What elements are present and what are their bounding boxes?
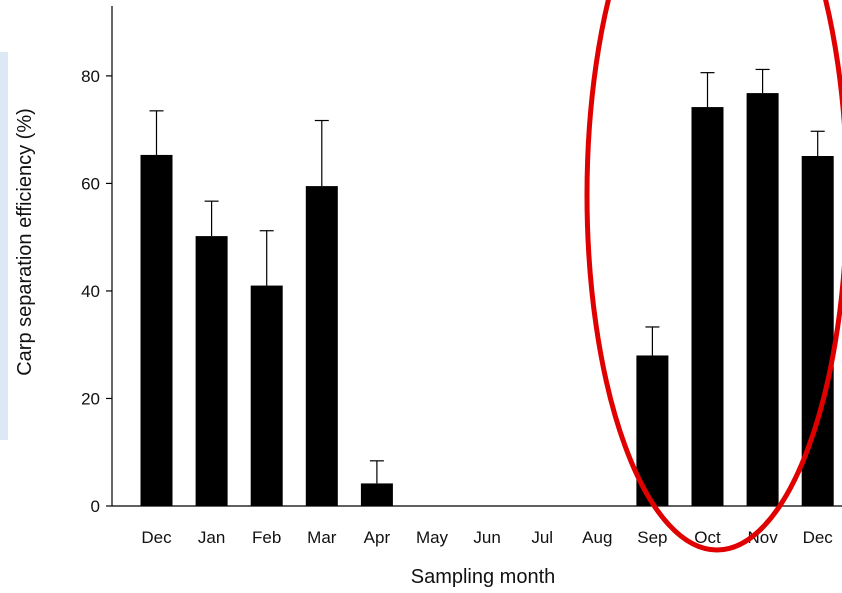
x-tick-label: Jun bbox=[473, 528, 500, 547]
x-tick-label: Oct bbox=[694, 528, 721, 547]
y-tick-label: 0 bbox=[91, 497, 100, 516]
bar bbox=[305, 186, 338, 506]
y-tick-labels: 0 20 40 60 80 bbox=[81, 67, 100, 516]
red-highlight-ellipse bbox=[584, 0, 842, 553]
bar bbox=[195, 236, 228, 506]
x-tick-label: Sep bbox=[637, 528, 667, 547]
bar bbox=[360, 483, 393, 506]
x-axis-label: Sampling month bbox=[411, 566, 556, 588]
x-tick-label: Jan bbox=[198, 528, 225, 547]
x-tick-label: May bbox=[416, 528, 449, 547]
left-edge-strip bbox=[0, 52, 8, 440]
bar bbox=[250, 285, 283, 506]
y-tick-label: 80 bbox=[81, 67, 100, 86]
y-tick-label: 40 bbox=[81, 282, 100, 301]
y-axis bbox=[106, 6, 113, 507]
x-tick-label: Feb bbox=[252, 528, 281, 547]
x-tick-label: Apr bbox=[364, 528, 391, 547]
bar bbox=[140, 154, 173, 506]
y-tick-label: 60 bbox=[81, 174, 100, 193]
x-tick-label: Dec bbox=[141, 528, 172, 547]
bar bbox=[746, 93, 779, 506]
bar bbox=[691, 107, 724, 507]
x-tick-label: Mar bbox=[307, 528, 337, 547]
x-tick-label: Jul bbox=[531, 528, 553, 547]
error-bars-group bbox=[149, 68, 825, 484]
y-axis-label: Carp separation efficiency (%) bbox=[14, 108, 36, 376]
bars-group bbox=[140, 93, 834, 507]
y-tick-label: 20 bbox=[81, 389, 100, 408]
x-tick-labels: Dec Jan Feb Mar Apr May Jun Jul Aug Sep Oct Nov Dec bbox=[141, 528, 833, 547]
x-tick-label: Dec bbox=[803, 528, 834, 547]
x-tick-label: Aug bbox=[582, 528, 612, 547]
